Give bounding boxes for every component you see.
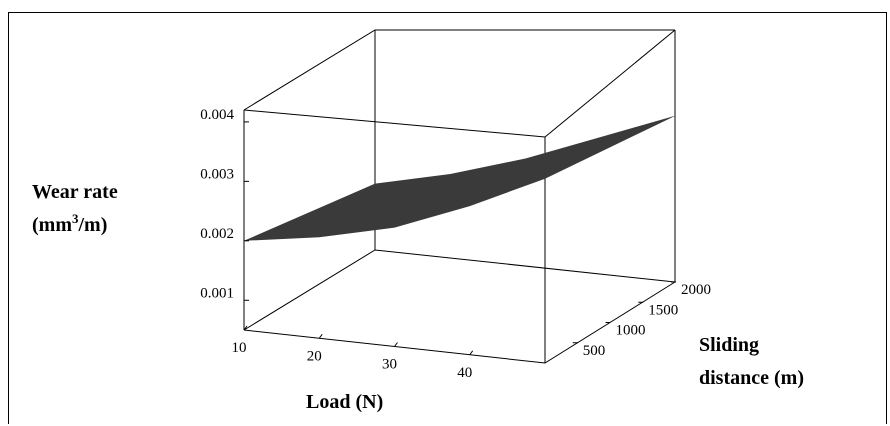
- x-tick-label: 40: [457, 365, 472, 381]
- y-tick-label: 1000: [616, 323, 646, 339]
- chart-frame: [8, 12, 887, 424]
- y-tick-label: 1500: [648, 302, 678, 318]
- y-tick-label: 500: [583, 343, 606, 359]
- box-back-bottom: [243, 249, 676, 331]
- x-tick-label: 30: [382, 357, 397, 373]
- x-tick-mark: [469, 350, 474, 356]
- z-axis-title-line2: (mm3/m): [32, 211, 107, 236]
- z-tick-label: 0.004: [200, 107, 234, 123]
- x-tick-mark: [318, 333, 323, 339]
- y-axis-title-line1: Sliding: [699, 334, 759, 356]
- y-tick-label: 2000: [681, 282, 711, 298]
- plot-box: [243, 29, 676, 364]
- box-back-top: [243, 29, 675, 111]
- x-tick-mark: [394, 342, 398, 347]
- x-axis-title: Load (N): [306, 391, 383, 413]
- z-axis-title-line1: Wear rate: [32, 181, 118, 203]
- x-tick-label: 10: [232, 340, 247, 356]
- z-tick-label: 0.001: [200, 285, 234, 301]
- wear-rate-surface: [244, 115, 676, 241]
- box-front-bottom: [243, 281, 676, 364]
- y-axis-title-line2: distance (m): [699, 367, 804, 389]
- x-tick-mark: [243, 325, 248, 331]
- z-axis-ticks: 0.001 0.002 0.003 0.004: [200, 107, 249, 301]
- z-tick-label: 0.002: [200, 226, 234, 242]
- x-tick-label: 20: [307, 348, 322, 364]
- box-front-top: [243, 29, 676, 138]
- x-axis-ticks: 10 20 30 40: [232, 325, 474, 381]
- z-tick-label: 0.003: [200, 166, 234, 182]
